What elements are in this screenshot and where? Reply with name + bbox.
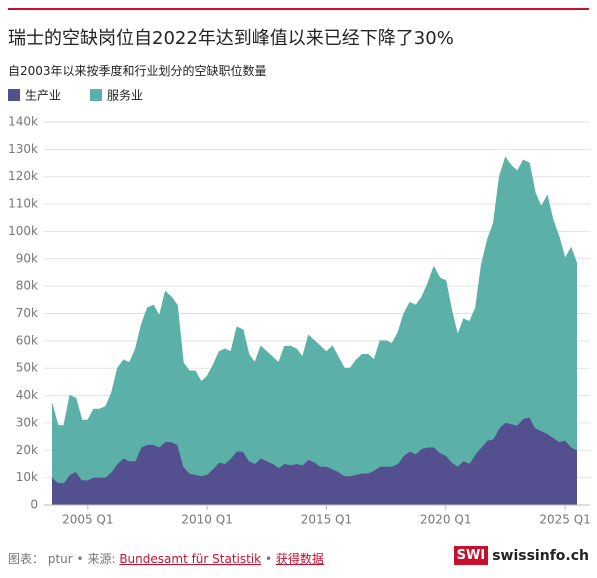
x-tick-label: 2010 Q1	[181, 513, 232, 527]
credit: ptur	[47, 552, 73, 566]
y-tick-label: 0	[30, 498, 38, 512]
legend-swatch	[8, 89, 20, 101]
chart-subtitle: 自2003年以来按季度和行业划分的空缺职位数量	[8, 64, 267, 78]
y-tick-label: 130k	[8, 142, 38, 156]
y-tick-label: 60k	[16, 333, 38, 347]
x-tick-label: 2005 Q1	[62, 513, 113, 527]
legend-label: 生产业	[25, 89, 61, 103]
area-fill	[52, 417, 577, 505]
logo-text: swissinfo.ch	[492, 547, 589, 564]
x-tick-label: 2025 Q1	[539, 513, 590, 527]
y-tick-label: 50k	[16, 361, 38, 375]
chart: 生产业 服务业 0 10k 20k 30k 40k 50k 60k 70k 80k 90k 100k 11…	[8, 88, 591, 527]
y-tick-label: 20k	[16, 443, 38, 457]
y-tick-label: 120k	[8, 169, 38, 183]
y-tick-label: 70k	[16, 306, 38, 320]
x-tick-label: 2015 Q1	[301, 513, 352, 527]
footer: 图表： ptur • 来源: Bundesamt für Statistik •…	[8, 550, 324, 567]
top-rule	[8, 8, 589, 10]
credit-label: 图表：	[8, 552, 45, 566]
y-tick-label: 80k	[16, 279, 38, 293]
source-link[interactable]: Bundesamt für Statistik	[119, 552, 262, 566]
y-tick-label: 110k	[8, 197, 38, 211]
source-label: 来源:	[87, 552, 116, 566]
separator: •	[264, 552, 273, 566]
y-tick-label: 40k	[16, 388, 38, 402]
y-tick-label: 30k	[16, 415, 38, 429]
separator: •	[76, 552, 84, 566]
legend-label: 服务业	[107, 88, 143, 103]
y-tick-label: 10k	[16, 470, 38, 484]
y-tick-label: 140k	[8, 115, 38, 129]
y-tick-label: 100k	[8, 224, 38, 238]
logo: SWI swissinfo.ch	[453, 546, 589, 565]
area-fill	[52, 157, 577, 484]
y-tick-label: 90k	[16, 251, 38, 265]
data-link[interactable]: 获得数据	[275, 552, 324, 566]
logo-mark: SWI	[453, 546, 489, 565]
chart-title: 瑞士的空缺岗位自2022年达到峰值以来已经下降了30%	[8, 28, 454, 49]
legend-swatch	[90, 89, 102, 101]
x-tick-label: 2020 Q1	[420, 513, 471, 527]
area-edge	[51, 156, 578, 427]
